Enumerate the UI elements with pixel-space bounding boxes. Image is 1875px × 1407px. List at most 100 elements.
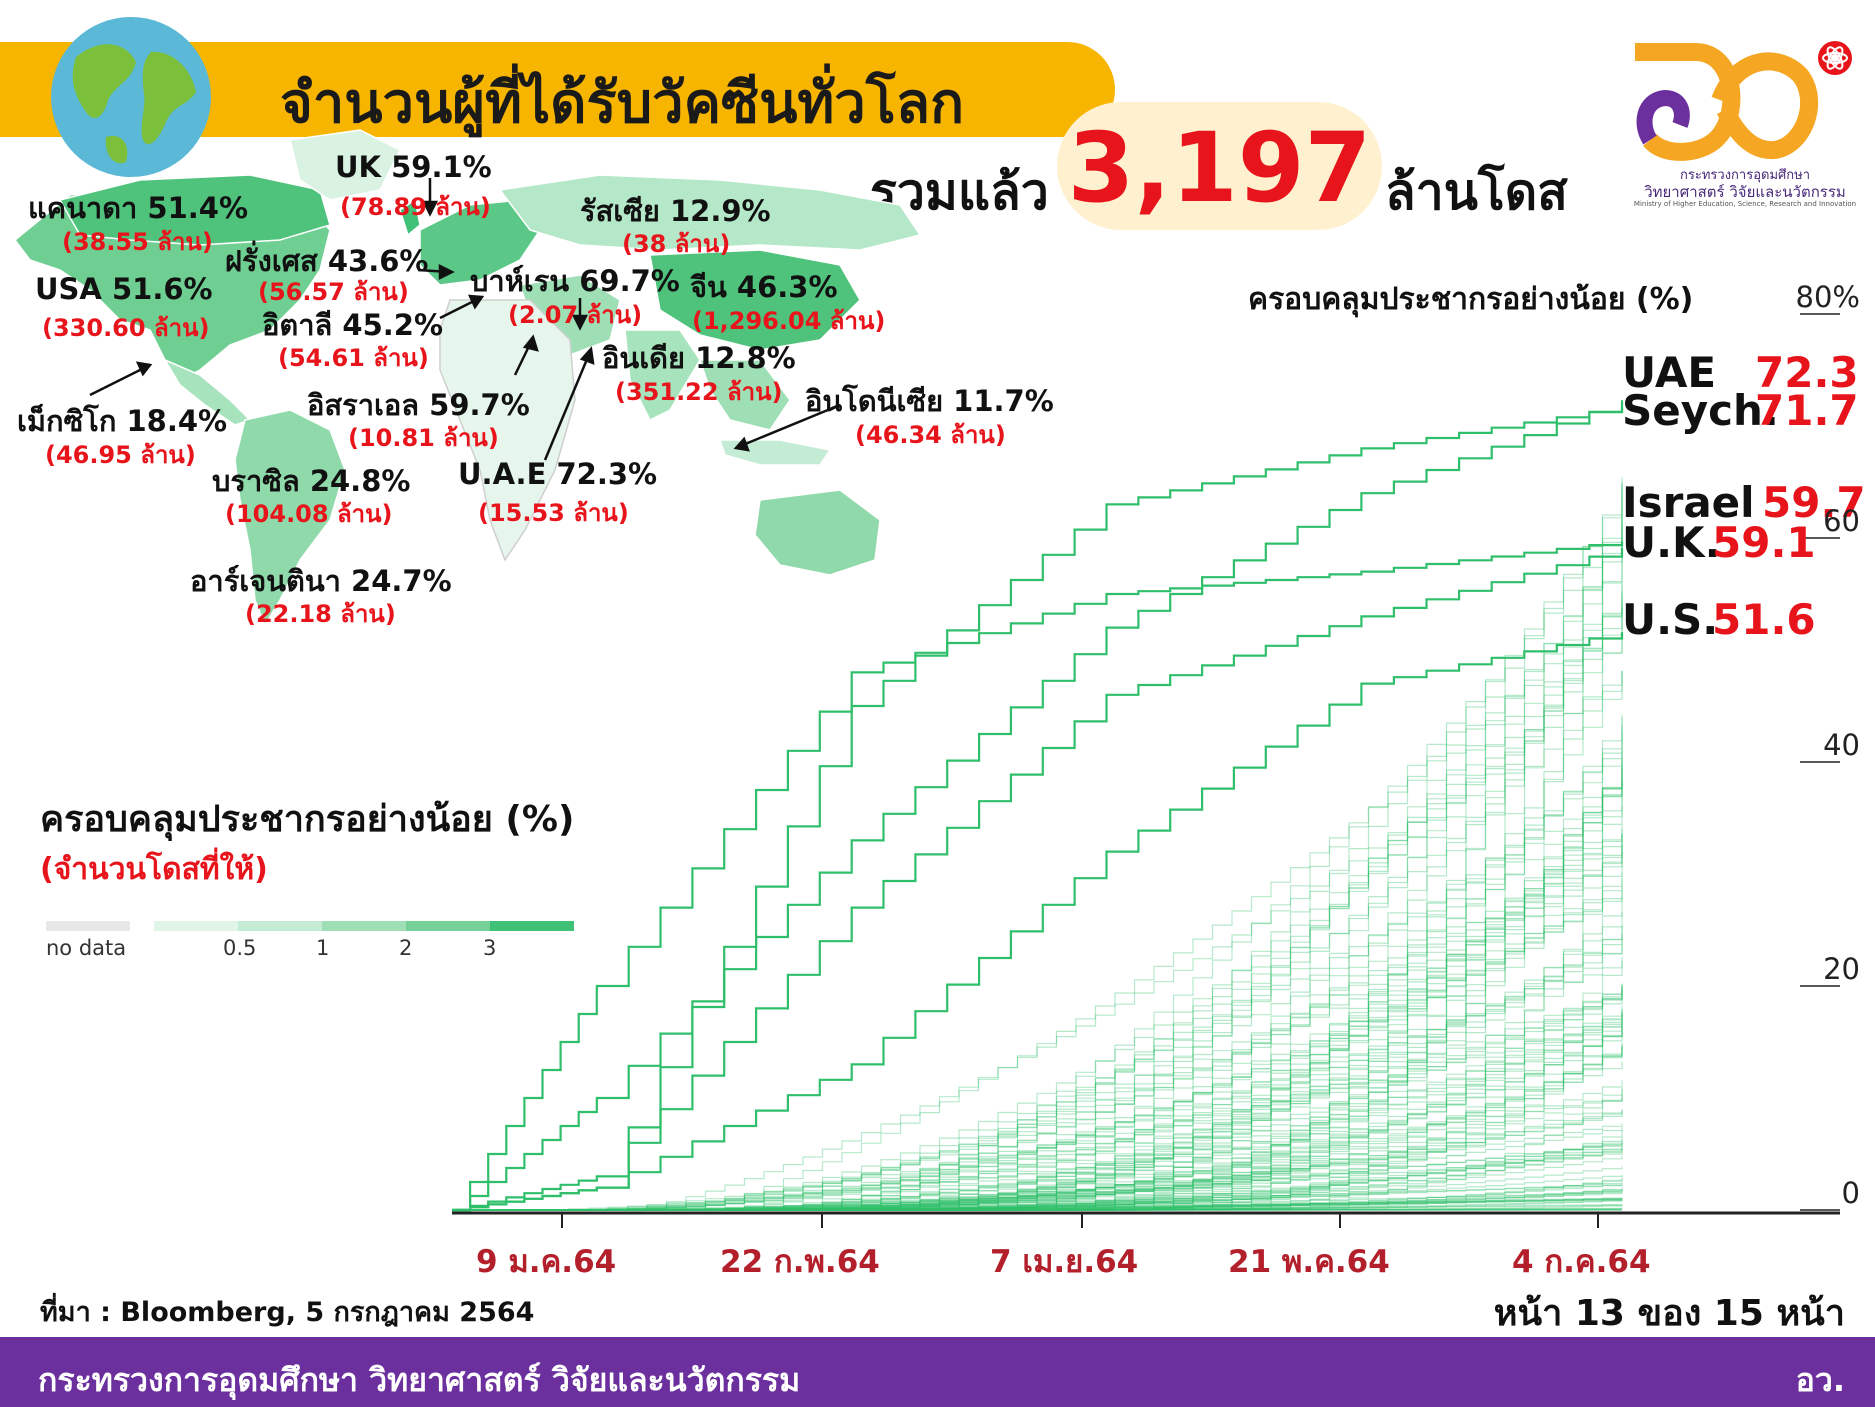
background-country-line bbox=[452, 1043, 1623, 1211]
background-country-line bbox=[452, 591, 1623, 1211]
background-country-line bbox=[452, 835, 1623, 1211]
label-italy: อิตาลี 45.2% bbox=[262, 308, 444, 342]
background-country-line bbox=[452, 1087, 1623, 1211]
doses-uae: (15.53 ล้าน) bbox=[478, 499, 629, 527]
background-country-line bbox=[452, 1148, 1623, 1211]
doses-mexico: (46.95 ล้าน) bbox=[45, 441, 196, 469]
legend-tick: 1 bbox=[316, 936, 330, 960]
background-country-line bbox=[452, 584, 1623, 1211]
background-country-line bbox=[452, 783, 1623, 1211]
legend-swatch-no-data bbox=[46, 921, 130, 931]
x-tick-label: 21 พ.ค.64 bbox=[1228, 1244, 1390, 1280]
series-value-uk: 59.1 bbox=[1712, 518, 1816, 567]
map-uk bbox=[399, 198, 421, 237]
background-country-line bbox=[452, 1109, 1623, 1211]
arrowhead-israel bbox=[522, 334, 539, 352]
label-india: อินเดีย 12.8% bbox=[602, 341, 796, 375]
x-tick-label: 9 ม.ค.64 bbox=[476, 1244, 617, 1280]
series-line-us bbox=[452, 632, 1624, 1212]
background-country-line bbox=[452, 1166, 1623, 1211]
doses-argentina: (22.18 ล้าน) bbox=[245, 600, 396, 628]
background-country-line bbox=[452, 596, 1623, 1211]
background-country-line bbox=[452, 1026, 1623, 1211]
background-country-line bbox=[452, 985, 1623, 1211]
background-country-line bbox=[452, 1109, 1623, 1211]
background-country-line bbox=[452, 834, 1623, 1211]
background-country-line bbox=[452, 518, 1623, 1211]
background-country-line bbox=[452, 1197, 1623, 1211]
background-country-line bbox=[452, 989, 1623, 1211]
background-country-line bbox=[452, 671, 1623, 1211]
background-country-line bbox=[452, 897, 1623, 1211]
background-country-line bbox=[452, 1204, 1623, 1211]
doses-indonesia: (46.34 ล้าน) bbox=[855, 421, 1006, 449]
background-country-line bbox=[452, 1013, 1623, 1211]
doses-usa: (330.60 ล้าน) bbox=[42, 314, 210, 342]
doses-china: (1,296.04 ล้าน) bbox=[692, 307, 886, 335]
background-country-line bbox=[452, 1130, 1623, 1211]
background-country-line bbox=[452, 845, 1623, 1211]
background-country-line bbox=[452, 1198, 1623, 1211]
background-country-line bbox=[452, 938, 1623, 1211]
series-label-israel: Israel bbox=[1622, 478, 1755, 527]
series-line-uae bbox=[452, 400, 1624, 1212]
footer-abbreviation: อว. bbox=[1795, 1361, 1845, 1399]
background-country-line bbox=[452, 890, 1623, 1211]
background-country-line bbox=[452, 1046, 1623, 1211]
background-country-line bbox=[452, 829, 1623, 1211]
background-country-line bbox=[452, 1179, 1623, 1211]
arrow-uae bbox=[543, 351, 592, 461]
background-country-line bbox=[452, 1192, 1623, 1211]
background-country-line bbox=[452, 733, 1623, 1211]
background-country-line bbox=[452, 1139, 1623, 1211]
background-country-line bbox=[452, 1208, 1622, 1211]
x-tick-label: 7 เม.ย.64 bbox=[990, 1244, 1139, 1280]
total-suffix: ล้านโดส bbox=[1385, 163, 1568, 221]
background-country-line bbox=[452, 1097, 1623, 1211]
background-country-line bbox=[452, 1182, 1623, 1211]
ministry-logo bbox=[1635, 41, 1852, 161]
background-country-line bbox=[452, 1149, 1623, 1211]
background-country-line bbox=[452, 1137, 1623, 1211]
map-canada bbox=[58, 174, 331, 246]
legend-title: ครอบคลุมประชากรอย่างน้อย (%) bbox=[40, 799, 575, 840]
total-highlight bbox=[1057, 102, 1382, 230]
background-country-line bbox=[452, 610, 1623, 1211]
background-country-line bbox=[452, 1200, 1623, 1211]
background-country-line bbox=[452, 912, 1623, 1211]
doses-italy: (54.61 ล้าน) bbox=[278, 344, 429, 372]
arrow-indonesia bbox=[737, 403, 841, 449]
label-china: จีน 46.3% bbox=[690, 270, 838, 304]
background-country-line bbox=[452, 1015, 1623, 1211]
background-country-line bbox=[452, 1189, 1623, 1211]
map-china bbox=[649, 249, 861, 351]
background-country-line bbox=[452, 1184, 1623, 1211]
legend-swatch bbox=[154, 921, 238, 931]
series-line-israel bbox=[452, 541, 1624, 1212]
label-russia: รัสเซีย 12.9% bbox=[580, 194, 771, 228]
background-country-line bbox=[452, 1027, 1623, 1211]
map-greenland bbox=[289, 129, 402, 201]
label-brazil: บราซิล 24.8% bbox=[212, 464, 411, 498]
ministry-name-line1: กระทรวงการอุดมศึกษา bbox=[1680, 168, 1810, 183]
doses-india: (351.22 ล้าน) bbox=[615, 378, 783, 406]
label-indonesia: อินโดนีเซีย 11.7% bbox=[805, 384, 1054, 418]
background-country-line bbox=[452, 768, 1623, 1211]
background-country-line bbox=[452, 605, 1623, 1211]
background-country-line bbox=[452, 1198, 1623, 1211]
background-country-line bbox=[452, 521, 1623, 1211]
background-country-line bbox=[452, 1146, 1623, 1211]
legend-tick: 3 bbox=[483, 936, 497, 960]
background-country-line bbox=[452, 983, 1623, 1211]
background-country-line bbox=[452, 1142, 1623, 1211]
background-country-line bbox=[452, 769, 1623, 1211]
background-country-line bbox=[452, 944, 1623, 1211]
legend-label-no-data: no data bbox=[46, 936, 127, 960]
background-country-line bbox=[452, 987, 1623, 1211]
arrowhead-indonesia bbox=[733, 436, 750, 452]
background-country-line bbox=[452, 1207, 1623, 1211]
arrowhead-uk bbox=[421, 200, 439, 217]
background-country-line bbox=[452, 833, 1623, 1211]
footer-bar bbox=[0, 1337, 1875, 1407]
series-value-seychelles: 71.7 bbox=[1755, 386, 1859, 435]
